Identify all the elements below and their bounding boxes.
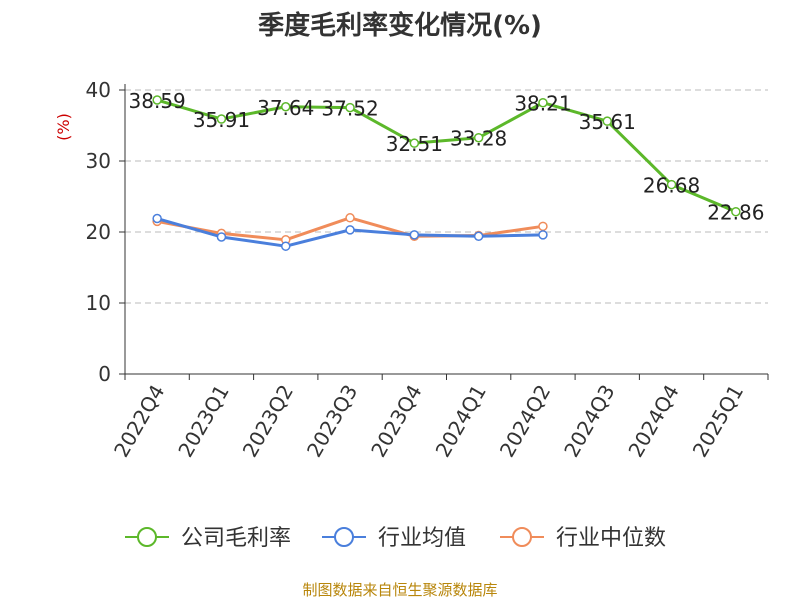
data-point (666, 179, 677, 190)
data-point (152, 213, 162, 224)
x-tick-label: 2025Q1 (688, 381, 748, 462)
x-tick-label: 2023Q1 (173, 381, 233, 462)
series-line (156, 98, 737, 214)
legend-marker (137, 527, 157, 547)
data-point (216, 114, 227, 124)
data-point (152, 95, 162, 105)
data-point (538, 230, 548, 240)
x-tick-label: 2024Q3 (559, 381, 619, 462)
legend-marker (512, 527, 532, 547)
data-label: 22.86 (707, 201, 764, 225)
data-label: 38.21 (514, 92, 571, 116)
data-label: 38.59 (129, 89, 186, 113)
x-tick-label: 2023Q3 (302, 381, 362, 462)
data-labels: 38.59 35.91 37.64 37.52 32.51 33.28 38.21 35.61… (129, 89, 765, 225)
x-tick-label: 2023Q2 (238, 381, 298, 462)
legend-label: 行业中位数 (556, 526, 666, 551)
data-point (281, 102, 291, 112)
data-point (409, 230, 420, 240)
legend-label: 公司毛利率 (181, 526, 291, 551)
y-tick-label: 10 (86, 291, 111, 315)
x-tick-label: 2024Q2 (495, 381, 555, 462)
data-point (731, 206, 741, 217)
grid-lines (125, 89, 768, 304)
legend-label: 行业均值 (378, 526, 466, 551)
data-point (345, 225, 355, 235)
y-tick-label: 0 (98, 362, 111, 386)
y-tick-label: 20 (86, 220, 111, 244)
series-layer (152, 95, 741, 251)
chart-title: 季度毛利率变化情况(%) (258, 10, 542, 41)
data-point (345, 213, 355, 223)
data-point (538, 97, 548, 108)
x-tick-label: 2022Q4 (109, 381, 169, 462)
data-label: 37.64 (257, 96, 314, 120)
data-point (602, 116, 612, 126)
y-tick-label: 30 (86, 149, 111, 173)
legend-marker (334, 527, 354, 547)
y-tick-label: 40 (86, 78, 111, 102)
data-point (409, 138, 420, 148)
data-label: 26.68 (643, 174, 700, 198)
data-point (473, 132, 484, 143)
data-point (281, 241, 291, 251)
data-label: 33.28 (450, 127, 507, 151)
data-point (538, 221, 548, 232)
y-axis-label: (%) (54, 113, 73, 141)
data-label: 32.51 (386, 132, 443, 156)
x-tick-label: 2023Q4 (366, 381, 426, 462)
data-label: 35.91 (193, 108, 250, 132)
x-tick-label: 2024Q4 (623, 381, 683, 462)
data-label: 37.52 (321, 97, 378, 121)
data-label: 35.61 (579, 110, 636, 134)
data-point (473, 231, 484, 242)
x-tick-label: 2024Q1 (431, 381, 491, 462)
data-point (216, 232, 227, 242)
source-note: 制图数据来自恒生聚源数据库 (302, 581, 497, 599)
legend: 公司毛利率 行业均值 行业中位数 (125, 526, 666, 551)
data-point (345, 102, 355, 113)
